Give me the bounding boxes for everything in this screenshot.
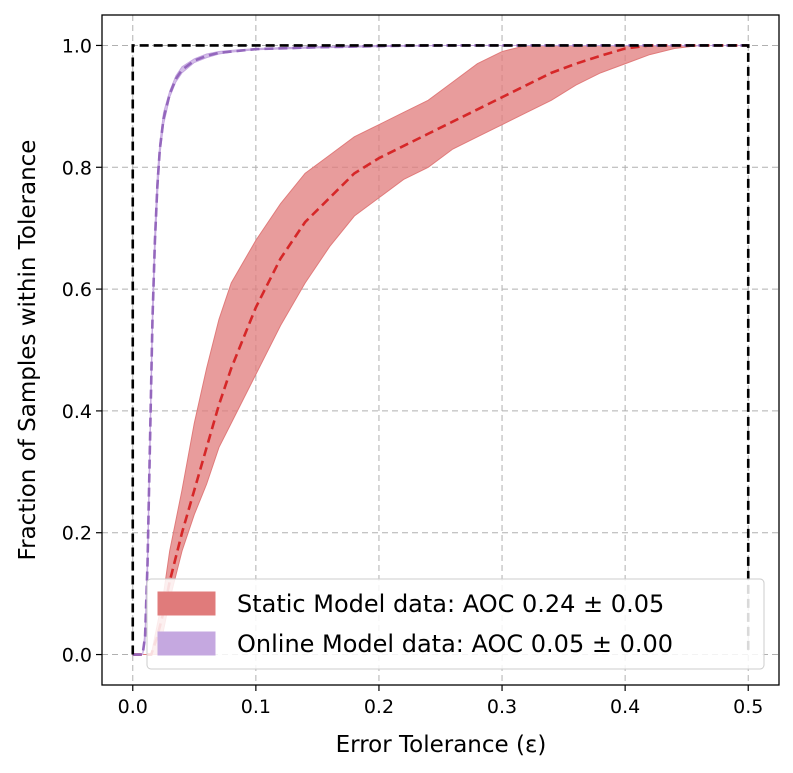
ideal-boundary-line	[131, 44, 750, 655]
plot-frame	[101, 14, 780, 686]
legend: Static Model data: AOC 0.24 ± 0.05 Onlin…	[146, 578, 765, 670]
y-axis-label: Fraction of Samples within Tolerance	[15, 140, 41, 561]
y-tick-label: 0.0	[62, 645, 92, 667]
y-tick-label: 1.0	[62, 35, 92, 57]
bands-layer	[132, 44, 749, 656]
y-tick-label: 0.6	[62, 279, 92, 301]
legend-swatch-static	[157, 591, 216, 616]
x-tick-label: 0.0	[118, 696, 148, 718]
legend-label-static: Static Model data: AOC 0.24 ± 0.05	[237, 590, 664, 618]
static-mean-line	[132, 44, 749, 656]
lines-layer	[131, 44, 750, 656]
ticks-layer: 0.0 0.1 0.2 0.3 0.4 0.5 0.0 0.2 0.4 0.6 0.8 1.0	[62, 35, 764, 718]
y-tick-label: 0.8	[62, 157, 92, 179]
y-tick-label: 0.2	[62, 523, 92, 545]
x-axis-label: Error Tolerance (ε)	[336, 732, 547, 758]
legend-label-online: Online Model data: AOC 0.05 ± 0.00	[237, 630, 673, 658]
x-tick-label: 0.2	[364, 696, 394, 718]
online-mean-line	[132, 44, 749, 656]
static-confidence-band	[132, 44, 749, 656]
legend-swatch-online	[157, 631, 216, 656]
x-tick-label: 0.4	[610, 696, 640, 718]
y-tick-label: 0.4	[62, 401, 92, 423]
x-tick-label: 0.1	[241, 696, 271, 718]
x-tick-label: 0.5	[733, 696, 763, 718]
legend-box	[146, 578, 765, 670]
x-tick-label: 0.3	[487, 696, 517, 718]
